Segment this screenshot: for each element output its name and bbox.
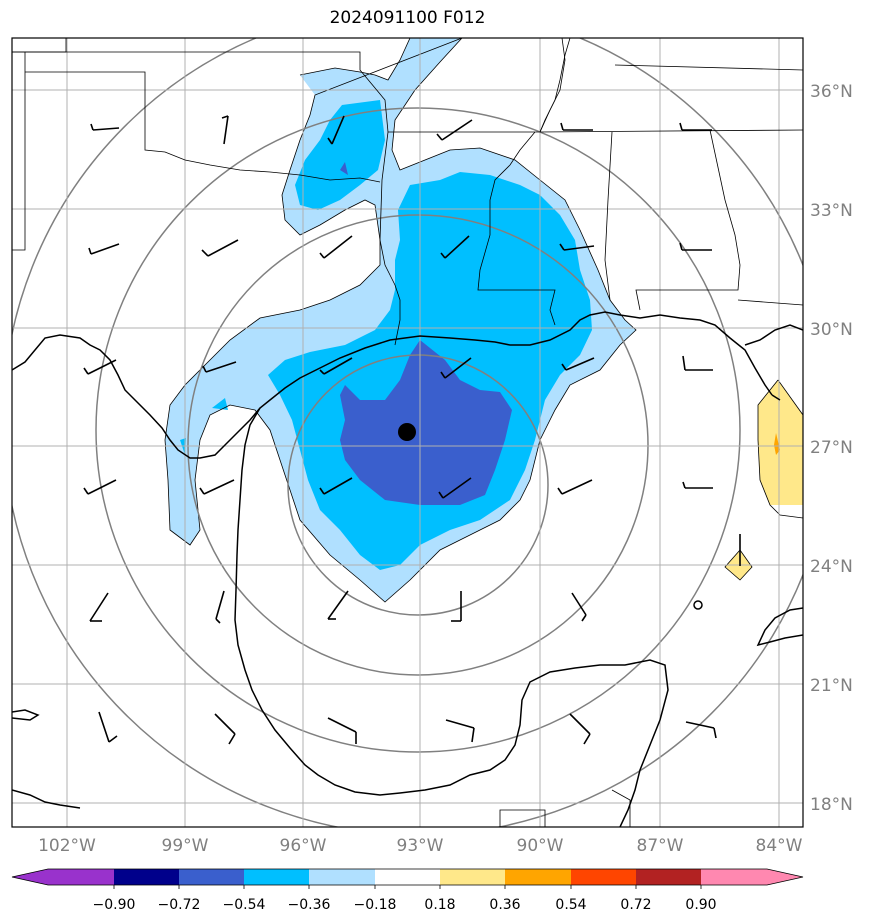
- colorbar-tick-label: −0.72: [158, 897, 201, 913]
- wind-barbs: [83, 115, 741, 745]
- lat-label: 30°N: [810, 320, 853, 340]
- colorbar-tick-label: 0.18: [424, 897, 455, 913]
- colorbar-segment: [179, 869, 244, 885]
- lat-label: 21°N: [810, 676, 853, 696]
- colorbar-tick-label: −0.18: [354, 897, 397, 913]
- gridlines: [12, 38, 803, 827]
- map-area: [12, 38, 803, 827]
- lat-label: 33°N: [810, 201, 853, 221]
- colorbar-extend-low: [12, 869, 48, 885]
- lon-label: 99°W: [162, 836, 209, 856]
- colorbar-tick-label: −0.90: [93, 897, 136, 913]
- colorbar-tick-label: −0.54: [223, 897, 266, 913]
- state-borders: [12, 38, 803, 346]
- lon-label: 87°W: [637, 836, 684, 856]
- colorbar-tick-label: −0.36: [288, 897, 331, 913]
- latitude-labels: 36°N 33°N 30°N 27°N 24°N 21°N 18°N: [810, 82, 853, 815]
- colorbar-segment: [244, 869, 309, 885]
- colorbar-tick-label: 0.90: [685, 897, 716, 913]
- colorbar-segment: [701, 869, 767, 885]
- colorbar: −0.90 −0.72 −0.54 −0.36 −0.18 0.18 0.36 …: [11, 868, 804, 913]
- lon-label: 96°W: [280, 836, 327, 856]
- lat-label: 24°N: [810, 557, 853, 577]
- colorbar-segment: [440, 869, 505, 885]
- colorbar-segment: [375, 869, 440, 885]
- longitude-labels: 102°W 99°W 96°W 93°W 90°W 87°W 84°W: [38, 836, 803, 856]
- colorbar-segment: [636, 869, 701, 885]
- colorbar-extend-high: [767, 869, 803, 885]
- contour-fill-royal-blue: [340, 162, 512, 505]
- lon-label: 93°W: [397, 836, 444, 856]
- colorbar-tick-label: 0.54: [555, 897, 586, 913]
- lon-label: 102°W: [38, 836, 96, 856]
- colorbar-tick-label: 0.36: [489, 897, 520, 913]
- colorbar-segment: [48, 869, 114, 885]
- colorbar-segment: [505, 869, 571, 885]
- map-frame: [11, 37, 804, 828]
- colorbar-segment: [571, 869, 636, 885]
- storm-center-marker: [398, 423, 416, 441]
- mexico-border: [499, 789, 631, 827]
- coastline: [12, 311, 803, 827]
- colorbar-segment: [309, 869, 375, 885]
- colorbar-segment: [114, 869, 179, 885]
- range-rings: [12, 38, 803, 827]
- contour-lines: [164, 38, 803, 603]
- colorbar-tick-label: 0.72: [620, 897, 651, 913]
- lon-label: 90°W: [517, 836, 564, 856]
- map-title: 2024091100 F012: [329, 8, 486, 28]
- lat-label: 36°N: [810, 82, 853, 102]
- lat-label: 27°N: [810, 438, 853, 458]
- lon-label: 84°W: [756, 836, 803, 856]
- lat-label: 18°N: [810, 795, 853, 815]
